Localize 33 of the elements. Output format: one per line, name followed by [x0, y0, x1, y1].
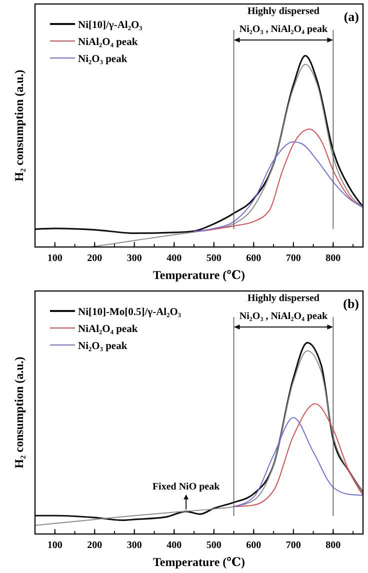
legend-label: Ni₂O₃ peak — [78, 54, 128, 65]
x-tick-label: 100 — [47, 540, 62, 551]
x-tick-label: 200 — [87, 253, 102, 264]
annotation: Fixed NiO peak — [152, 481, 220, 492]
y-axis-title: H₂ consumption (a.u.) — [12, 356, 26, 468]
text: Ni₂O₃ , NiAl₂O₄ peak — [239, 24, 328, 35]
x-tick-label: 800 — [326, 540, 341, 551]
text: (b) — [343, 296, 359, 311]
x-tick-label: 500 — [206, 540, 222, 551]
x-tick-label: 700 — [286, 253, 301, 264]
x-tick-label: 300 — [126, 253, 142, 264]
legend-label: Ni₂O₃ peak — [78, 341, 128, 352]
x-tick-label: 500 — [206, 253, 222, 264]
x-tick-label: 400 — [166, 253, 182, 264]
x-tick-label: 100 — [47, 253, 62, 264]
x-axis-title: Temperature (℃) — [152, 555, 246, 569]
text: Highly dispersed — [248, 293, 320, 304]
x-tick-label: 400 — [166, 540, 182, 551]
x-tick-label: 600 — [246, 540, 262, 551]
x-tick-label: 600 — [246, 253, 262, 264]
legend-label: Ni[10]-Mo[0.5]/γ-Al₂O₃ — [78, 307, 182, 318]
x-tick-label: 800 — [326, 253, 341, 264]
legend-label: NiAl₂O₄ peak — [78, 324, 138, 335]
text: Highly dispersed — [248, 6, 320, 17]
x-tick-label: 300 — [126, 540, 142, 551]
legend-label: Ni[10]/γ-Al₂O₃ — [78, 20, 142, 31]
text: (a) — [344, 9, 359, 24]
x-axis-title: Temperature (℃) — [152, 268, 246, 282]
text: Ni₂O₃ , NiAl₂O₄ peak — [239, 311, 328, 322]
x-tick-label: 200 — [87, 540, 102, 551]
y-axis-title: H₂ consumption (a.u.) — [12, 70, 26, 182]
legend-label: NiAl₂O₄ peak — [78, 37, 138, 48]
x-tick-label: 700 — [286, 540, 301, 551]
